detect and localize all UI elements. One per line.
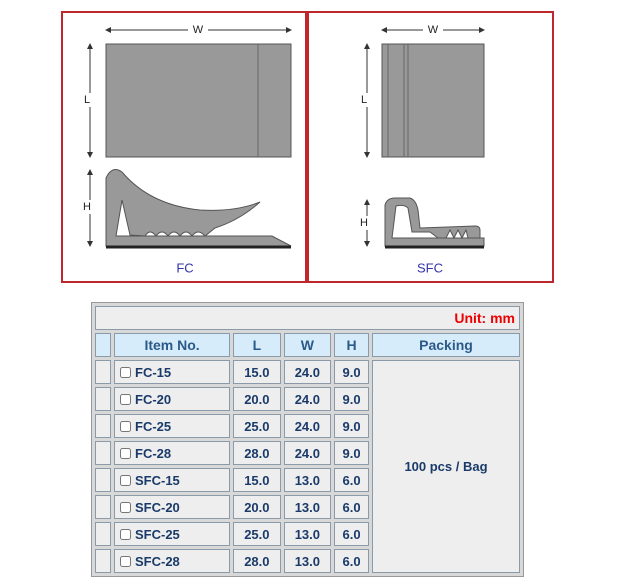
fc-panel (61, 11, 307, 283)
item-cell: FC-20 (114, 387, 231, 411)
diagrams: W L H FC W L H SFC (61, 11, 554, 283)
unit: Unit: mm (95, 306, 520, 330)
blank-cell (95, 468, 111, 492)
diagram-caption: SFC (417, 260, 443, 275)
item-name: SFC-15 (135, 472, 180, 488)
value-cell: 9.0 (334, 414, 369, 438)
header-cell: L (233, 333, 281, 357)
dim-label: W (193, 24, 204, 36)
item-name: FC-25 (135, 418, 172, 434)
item-cell: FC-25 (114, 414, 231, 438)
header-cell (95, 333, 111, 357)
fc-profile (105, 169, 292, 247)
blank-cell (95, 495, 111, 519)
table-row: FC-25 25.0 24.0 9.0 (95, 414, 520, 438)
value-cell: 13.0 (283, 522, 332, 546)
value-cell: 24.0 (283, 387, 332, 411)
item-name: FC-28 (135, 445, 172, 461)
value-cell: 13.0 (283, 549, 332, 573)
sfc-panel (307, 11, 554, 283)
spec-table: Unit: mm Item No. L W H Packing FC-15 15.0 24.… (91, 302, 524, 577)
checkbox[interactable] (120, 366, 131, 378)
header-cell: Packing (372, 333, 520, 357)
item-cell: SFC-28 (114, 549, 231, 573)
value-cell: 9.0 (334, 360, 369, 384)
sfc-top-view (381, 43, 485, 158)
checkbox[interactable] (120, 528, 131, 540)
item-cell: SFC-25 (114, 522, 231, 546)
value-cell: 9.0 (334, 387, 369, 411)
value-cell: 6.0 (334, 549, 369, 573)
blank-cell (95, 414, 111, 438)
sfc-profile (384, 197, 485, 247)
dim-label: L (84, 94, 90, 106)
item-name: FC-15 (135, 364, 172, 380)
item-name: SFC-28 (135, 553, 180, 569)
dim-label: H (360, 217, 368, 229)
item-name: SFC-20 (135, 499, 180, 515)
value-cell: 15.0 (233, 468, 281, 492)
header-cell: Item No. (114, 333, 231, 357)
value-cell: 24.0 (283, 360, 332, 384)
item-name: SFC-25 (135, 526, 180, 542)
table-row: SFC-28 28.0 13.0 6.0 (95, 549, 520, 573)
header-cell: W (283, 333, 332, 357)
value-cell: 24.0 (283, 414, 332, 438)
table-row: FC-28 28.0 24.0 9.0 (95, 441, 520, 465)
table-row: SFC-15 15.0 13.0 6.0 (95, 468, 520, 492)
value-cell: 28.0 (233, 549, 281, 573)
blank-cell (95, 441, 111, 465)
blank-cell (95, 387, 111, 411)
value-cell: 9.0 (334, 441, 369, 465)
checkbox[interactable] (120, 555, 131, 567)
item-cell: SFC-15 (114, 468, 231, 492)
header-cell: H (334, 333, 369, 357)
blank-cell (95, 360, 111, 384)
checkbox[interactable] (120, 501, 131, 513)
value-cell: 24.0 (283, 441, 332, 465)
dim-label: L (361, 94, 367, 106)
value-cell: 6.0 (334, 495, 369, 519)
table-row: SFC-25 25.0 13.0 6.0 (95, 522, 520, 546)
dim-label: W (428, 24, 439, 36)
checkbox[interactable] (120, 447, 131, 459)
value-cell: 20.0 (233, 495, 281, 519)
value-cell: 20.0 (233, 387, 281, 411)
value-cell: 25.0 (233, 414, 281, 438)
blank-cell (95, 522, 111, 546)
value-cell: 28.0 (233, 441, 281, 465)
packing-cell: 100 pcs / Bag (372, 360, 520, 573)
table-row: FC-15 15.0 24.0 9.0 100 pcs / Bag (95, 360, 520, 573)
checkbox[interactable] (120, 420, 131, 432)
value-cell: 6.0 (334, 468, 369, 492)
checkbox[interactable] (120, 474, 131, 486)
value-cell: 13.0 (283, 468, 332, 492)
table-row: FC-20 20.0 24.0 9.0 (95, 387, 520, 411)
table-row: SFC-20 20.0 13.0 6.0 (95, 495, 520, 519)
value-cell: 15.0 (233, 360, 281, 384)
diagram-caption: FC (176, 260, 193, 275)
blank-cell (95, 549, 111, 573)
checkbox[interactable] (120, 393, 131, 405)
fc-top-view (105, 43, 292, 158)
item-cell: FC-28 (114, 441, 231, 465)
value-cell: 6.0 (334, 522, 369, 546)
item-cell: SFC-20 (114, 495, 231, 519)
dim-label: H (83, 201, 91, 213)
item-cell: FC-15 (114, 360, 231, 384)
value-cell: 25.0 (233, 522, 281, 546)
value-cell: 13.0 (283, 495, 332, 519)
item-name: FC-20 (135, 391, 172, 407)
